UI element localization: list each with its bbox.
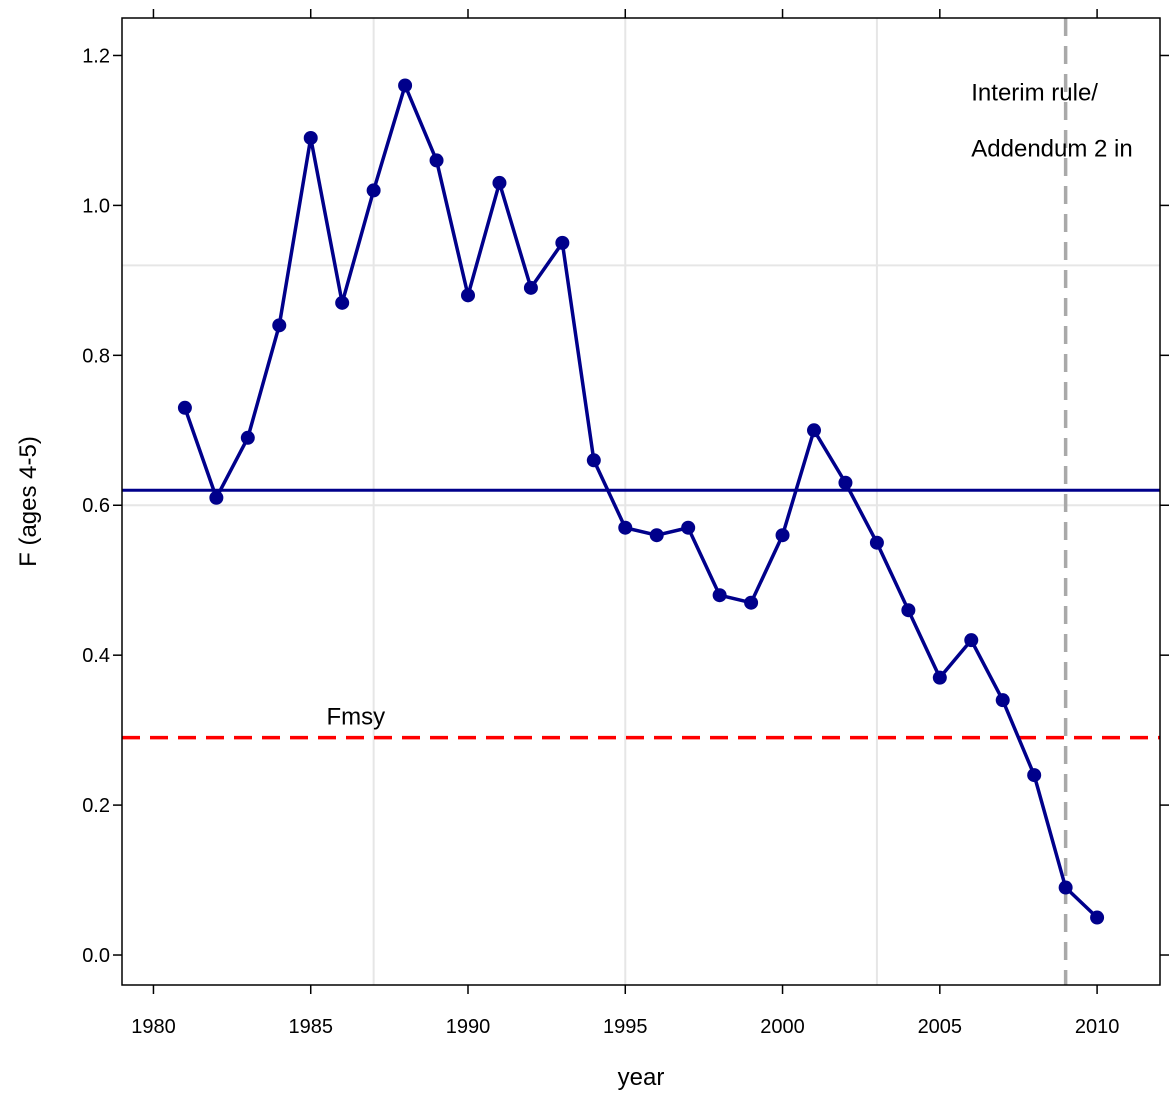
data-point-1986 [335,296,349,310]
y-tick-label-2: 0.4 [82,645,110,667]
data-point-1991 [492,176,506,190]
y-tick-label-6: 1.2 [82,45,110,67]
data-point-1999 [744,596,758,610]
y-tick-label-5: 1.0 [82,195,110,217]
data-point-2003 [870,536,884,550]
interim-rule-label-line-2: Addendum 2 in [971,136,1132,163]
reference-lines-layer [122,18,1160,985]
y-tick-label-0: 0.0 [82,945,110,967]
data-point-2010 [1090,911,1104,925]
x-tick-label-5: 2005 [918,1016,963,1038]
x-tick-label-3: 1995 [603,1016,648,1038]
y-tick-label-4: 0.8 [82,345,110,367]
data-point-1984 [272,318,286,332]
data-point-1992 [524,281,538,295]
data-point-2006 [964,633,978,647]
data-point-1993 [555,236,569,250]
data-point-1983 [241,431,255,445]
data-point-1990 [461,288,475,302]
data-point-2008 [1027,768,1041,782]
x-tick-label-0: 1980 [131,1016,176,1038]
x-tick-label-4: 2000 [760,1016,805,1038]
data-point-2005 [933,671,947,685]
x-tick-label-6: 2010 [1075,1016,1120,1038]
series-line-0 [185,85,1097,917]
data-point-1994 [587,453,601,467]
annotation-layer: Fmsy Interim rule/ Addendum 2 in [326,79,1132,730]
x-axis-title: year [618,1064,665,1091]
x-tick-label-2: 1990 [446,1016,491,1038]
data-point-2001 [807,423,821,437]
data-point-2009 [1059,881,1073,895]
data-point-1998 [713,588,727,602]
data-point-1995 [618,521,632,535]
y-tick-label-1: 0.2 [82,795,110,817]
fmsy-label: Fmsy [326,704,385,731]
data-point-1985 [304,131,318,145]
data-point-1989 [430,153,444,167]
plot-frame [122,18,1160,985]
data-point-2004 [901,603,915,617]
data-point-1982 [209,491,223,505]
y-tick-label-3: 0.6 [82,495,110,517]
data-point-1987 [367,183,381,197]
data-point-1996 [650,528,664,542]
interim-rule-label-line-1: Interim rule/ [971,79,1098,106]
data-point-1997 [681,521,695,535]
data-point-1988 [398,78,412,92]
y-axis-title: F (ages 4-5) [15,436,42,567]
data-point-2000 [776,528,790,542]
series-layer [178,78,1104,924]
data-point-1981 [178,401,192,415]
data-point-2002 [838,476,852,490]
grid-layer [122,18,1160,985]
data-point-2007 [996,693,1010,707]
x-tick-label-1: 1985 [288,1016,333,1038]
